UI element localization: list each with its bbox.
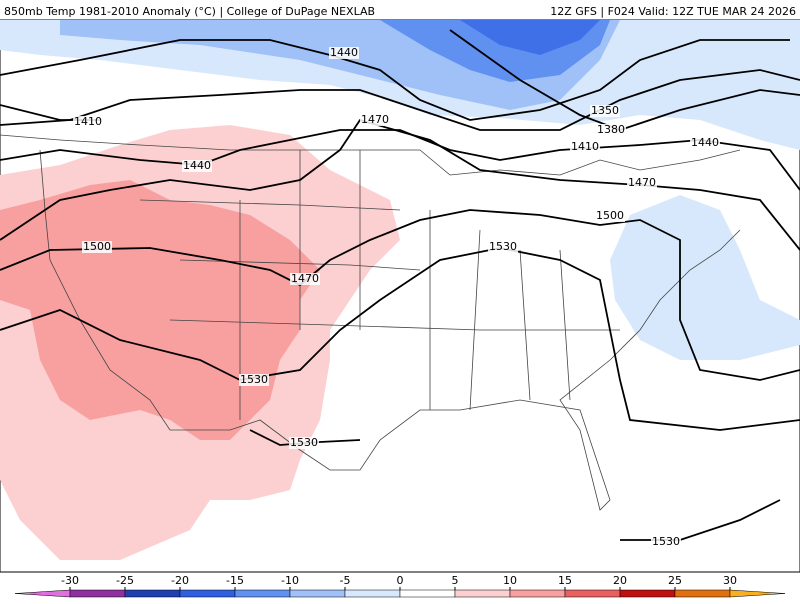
contour-label: 1470 [361, 113, 389, 126]
colorbar-tick-label: 0 [397, 574, 404, 587]
contour-label-bg [329, 47, 359, 59]
contour-label-bg [590, 105, 620, 117]
contour-label: 1530 [290, 436, 318, 449]
contour-line [0, 209, 800, 381]
contour-label-bg [596, 124, 626, 136]
colorbar-tick-label: 15 [558, 574, 572, 587]
colorbar-bin [454, 589, 511, 598]
contour-labels: 1440 1410 1470 1440 1350 1380 1410 1440 1470 1500… [73, 46, 720, 548]
map [0, 19, 800, 573]
colorbar: -30 -25 -20 -15 -10 -5 0 5 10 15 20 25 30 [14, 574, 786, 598]
contour-label: 1470 [291, 272, 319, 285]
colorbar-tick-label: 10 [503, 574, 517, 587]
contour-label: 1530 [240, 373, 268, 386]
contours [0, 29, 800, 541]
contour-label-bg [651, 536, 681, 548]
colorbar-tick-label: -15 [226, 574, 244, 587]
contour-label-bg [488, 241, 518, 253]
contour-label: 1440 [330, 46, 358, 59]
borders [0, 134, 741, 511]
colorbar-tick-label: -30 [61, 574, 79, 587]
contour-label: 1500 [596, 209, 624, 222]
colorbar-bin [289, 589, 346, 598]
contour-label: 1470 [628, 176, 656, 189]
colorbar-bin [619, 589, 676, 598]
contour-label: 1440 [691, 136, 719, 149]
colorbar-bin [69, 589, 126, 598]
colorbar-tick-label: 25 [668, 574, 682, 587]
contour-line [0, 39, 790, 121]
colorbar-arrow [729, 589, 786, 598]
colorbar-tick-label: -20 [171, 574, 189, 587]
contour-label-bg [690, 137, 720, 149]
colorbar-bin [674, 589, 731, 598]
colorbar-tick-label: 5 [452, 574, 459, 587]
contour-label-bg [627, 177, 657, 189]
contour-label: 1530 [489, 240, 517, 253]
colorbar-tick-label: 30 [723, 574, 737, 587]
colorbar-bin [564, 589, 621, 598]
contour-label-bg [290, 273, 320, 285]
colorbar-tick-label: -5 [340, 574, 351, 587]
colorbar-tick-label: 20 [613, 574, 627, 587]
contour-label-bg [595, 210, 625, 222]
contour-label: 1410 [571, 140, 599, 153]
contour-label-bg [360, 114, 390, 126]
coastline [39, 149, 741, 511]
contour-label-bg [570, 141, 600, 153]
contour-label: 1410 [74, 115, 102, 128]
colorbar-bin [234, 589, 291, 598]
colorbar-tick-label: -25 [116, 574, 134, 587]
state-lines [139, 150, 620, 420]
contour-label-bg [289, 437, 319, 449]
contour-label-bg [182, 160, 212, 172]
contour-line [0, 247, 800, 431]
contour-line [0, 69, 800, 131]
contour-label: 1500 [83, 240, 111, 253]
contour-label-bg [82, 241, 112, 253]
border-canada [0, 134, 741, 176]
contour-label: 1440 [183, 159, 211, 172]
colorbar-bin [124, 589, 181, 598]
contour-label-bg [73, 116, 103, 128]
colorbar-tick-label: -10 [281, 574, 299, 587]
colorbar-bin [344, 589, 401, 598]
cold-anomaly-northeast [610, 195, 800, 360]
header-left: 850mb Temp 1981-2010 Anomaly (°C) | Coll… [4, 5, 375, 18]
header-right: 12Z GFS | F024 Valid: 12Z TUE MAR 24 202… [550, 5, 796, 18]
cold-anomaly-core [460, 20, 600, 55]
colorbar-bin [179, 589, 236, 598]
contour-line [0, 129, 800, 191]
contour-label-bg [239, 374, 269, 386]
contour-label: 1350 [591, 104, 619, 117]
colorbar-bin [399, 589, 456, 598]
contour-label: 1530 [652, 535, 680, 548]
contour-label: 1380 [597, 123, 625, 136]
colorbar-bin [509, 589, 566, 598]
